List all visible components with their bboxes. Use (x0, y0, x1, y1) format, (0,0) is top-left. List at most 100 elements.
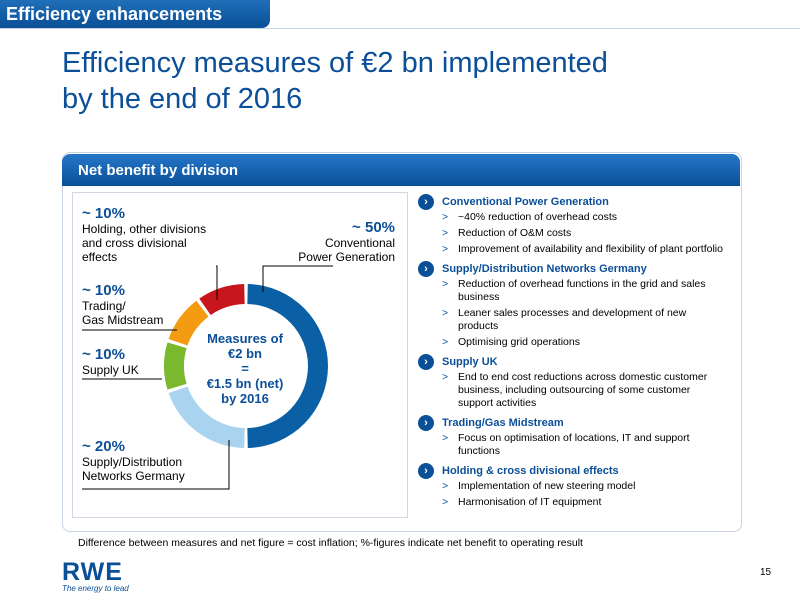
page-title: Efficiency measures of €2 bn implemented… (62, 45, 762, 117)
measure-item-text: Harmonisation of IT equipment (458, 496, 601, 509)
measure-item-text: Implementation of new steering model (458, 480, 635, 493)
label-supply-uk-line-1: Supply UK (82, 363, 139, 377)
measure-section-title: Supply UK (442, 355, 498, 368)
measure-item-line: Optimising grid operations (458, 336, 580, 348)
measure-item-line: Leaner sales processes and development o… (458, 307, 687, 319)
measure-item: > Reduction of O&M costs (442, 227, 748, 240)
label-holding-line-1: Holding, other divisions (82, 222, 207, 236)
slice-trading (168, 300, 209, 346)
measure-item: > Implementation of new steering model (442, 480, 748, 493)
leader-line-holding (216, 265, 218, 300)
bullet-arrow-icon: > (442, 211, 449, 223)
label-supply-de-line-1: Supply/Distribution (82, 455, 183, 469)
header-divider (0, 28, 800, 29)
measure-item: > Improvement of availability and flexibi… (442, 243, 748, 256)
measures-list: › Conventional Power Generation > ~40% redu… (418, 192, 748, 512)
measure-item-line: Improvement of availability and flexibil… (458, 243, 723, 255)
measure-section-title: Holding & cross divisional effects (442, 464, 619, 477)
logo-tagline: The energy to lead (62, 584, 129, 593)
measure-item-line: Implementation of new steering model (458, 480, 636, 492)
panel-title: Net benefit by division (78, 162, 239, 179)
bullet-arrow-icon: > (442, 227, 449, 239)
page-title-line-2: by the end of 2016 (62, 83, 303, 115)
measure-item: > Optimising grid operations (442, 336, 748, 349)
measure-item-line: functions (458, 445, 501, 457)
label-conventional: ~ 50% Conventional Power Generation (270, 219, 395, 264)
panel-header: Net benefit by division (62, 154, 740, 186)
measure-item-text: Leaner sales processes and development o… (458, 307, 686, 333)
label-trading: ~ 10% Trading/ Gas Midstream (82, 282, 163, 327)
measure-item: > Focus on optimisation of locations, IT … (442, 432, 748, 458)
slice-conventional (247, 284, 328, 448)
bullet-arrow-icon: > (442, 496, 449, 508)
measure-section: › Conventional Power Generation > ~40% redu… (418, 192, 748, 256)
measure-section-header: › Supply/Distribution Networks Germany (418, 259, 748, 278)
center-line-4: €1.5 bn (net) (206, 376, 284, 391)
measure-section: › Holding & cross divisional effects > Impl… (418, 461, 748, 509)
measure-item-line: Reduction of O&M costs (458, 227, 572, 239)
leader-line-supply-de (82, 440, 230, 490)
bullet-arrow-icon: > (442, 371, 449, 383)
measure-item-line: Harmonisation of IT equipment (458, 496, 602, 508)
measure-item: > Reduction of overhead functions in the … (442, 278, 748, 304)
measure-section-header: › Trading/Gas Midstream (418, 413, 748, 432)
label-trading-line-2: Gas Midstream (82, 313, 164, 327)
page-number: 15 (760, 567, 772, 578)
slice-supply-uk (164, 342, 187, 390)
measure-item-text: Improvement of availability and flexibil… (458, 243, 723, 256)
measure-item: > ~40% reduction of overhead costs (442, 211, 748, 224)
label-conventional-line-1: Conventional (324, 236, 395, 250)
donut-chart (82, 265, 333, 490)
label-supply-uk: ~ 10% Supply UK (82, 346, 139, 377)
chart-box (72, 192, 408, 518)
measure-item: > End to end cost reductions across domes… (442, 371, 748, 410)
measure-item-line: products (458, 320, 499, 332)
label-supply-de-pct: ~ 20% (82, 438, 125, 455)
chevron-right-icon: › (418, 260, 434, 277)
measure-section-header: › Supply UK (418, 352, 748, 371)
measure-item-text: ~40% reduction of overhead costs (458, 211, 617, 224)
slice-holding (199, 284, 245, 316)
measure-item-line: business (458, 291, 500, 303)
measure-item: > Harmonisation of IT equipment (442, 496, 748, 509)
center-line-3: = (241, 361, 249, 376)
center-line-1: Measures of (207, 331, 283, 346)
label-supply-uk-pct: ~ 10% (82, 346, 125, 363)
measure-section: › Supply/Distribution Networks Germany > Re… (418, 259, 748, 349)
label-trading-line-1: Trading/ (82, 299, 126, 313)
measure-item-text: Optimising grid operations (458, 336, 580, 349)
leader-line-conventional (262, 265, 333, 292)
measure-section: › Trading/Gas Midstream > Focus on optimisa… (418, 413, 748, 458)
page-title-line-1: Efficiency measures of €2 bn implemented (62, 47, 608, 79)
chevron-right-icon: › (418, 462, 434, 479)
label-holding-pct: ~ 10% (82, 205, 125, 222)
footnote: Difference between measures and net figu… (78, 537, 583, 549)
slice-supply-de (168, 386, 245, 448)
chevron-right-icon: › (418, 193, 434, 210)
measure-section-header: › Conventional Power Generation (418, 192, 748, 211)
measure-item-line: End to end cost reductions across domest… (458, 371, 708, 383)
center-line-5: by 2016 (221, 391, 269, 406)
label-holding: ~ 10% Holding, other divisions and cross… (82, 205, 206, 264)
section-tab-label: Efficiency enhancements (6, 4, 223, 24)
measure-item-line: support activities (458, 397, 537, 409)
label-holding-line-3: effects (82, 250, 118, 264)
donut-center-text: Measures of €2 bn = €1.5 bn (net) by 201… (195, 331, 295, 406)
section-tab: Efficiency enhancements (0, 0, 270, 28)
bullet-arrow-icon: > (442, 278, 449, 290)
label-conventional-pct: ~ 50% (352, 219, 395, 236)
label-conventional-line-2: Power Generation (298, 250, 395, 264)
bullet-arrow-icon: > (442, 243, 449, 255)
measure-section-title: Conventional Power Generation (442, 195, 609, 208)
center-line-2: €2 bn (228, 346, 262, 361)
label-holding-line-2: and cross divisional (82, 236, 187, 250)
measure-item: > Leaner sales processes and development … (442, 307, 748, 333)
measure-section-header: › Holding & cross divisional effects (418, 461, 748, 480)
measure-item-text: Focus on optimisation of locations, IT a… (458, 432, 690, 458)
measure-item-line: Reduction of overhead functions in the g… (458, 278, 706, 290)
label-supply-de-line-2: Networks Germany (82, 469, 185, 483)
label-trading-pct: ~ 10% (82, 282, 125, 299)
measure-section-title: Supply/Distribution Networks Germany (442, 262, 647, 275)
measure-section: › Supply UK > End to end cost reductions ac… (418, 352, 748, 410)
measure-item-line: Focus on optimisation of locations, IT a… (458, 432, 690, 444)
